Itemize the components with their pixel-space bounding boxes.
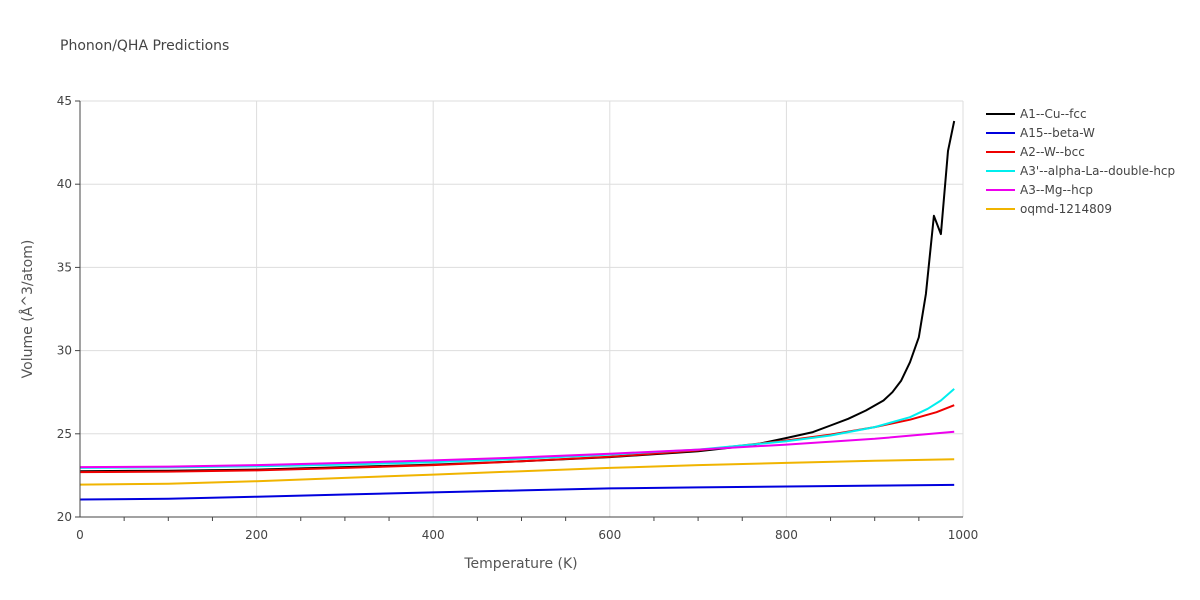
series-line	[79, 483, 955, 501]
y-tick-label: 45	[57, 94, 72, 108]
legend-label: A3'--alpha-La--double-hcp	[1020, 164, 1175, 178]
x-tick-label: 200	[245, 528, 268, 542]
x-tick-label: 0	[76, 528, 84, 542]
legend-label: A1--Cu--fcc	[1020, 107, 1087, 121]
series-line	[79, 404, 955, 474]
y-axis-title: Volume (Å^3/atom)	[19, 240, 36, 379]
legend-label: A2--W--bcc	[1020, 145, 1085, 159]
y-axis: 20 25 30 35 40 45	[57, 94, 81, 524]
legend-label: A15--beta-W	[1020, 126, 1095, 140]
x-tick-label: 600	[598, 528, 621, 542]
y-tick-label: 25	[57, 427, 72, 441]
legend: A1--Cu--fcc A15--beta-W A2--W--bcc A3'--alp…	[986, 107, 1175, 216]
plot-grid	[80, 100, 964, 517]
x-axis: 0 200 400 600 800 1000	[76, 516, 979, 542]
series-line	[79, 458, 955, 486]
series-line	[79, 430, 955, 469]
series-line	[79, 120, 956, 473]
plot-series	[79, 120, 956, 501]
y-tick-label: 40	[57, 177, 72, 191]
x-axis-title: Temperature (K)	[463, 556, 577, 572]
y-tick-label: 35	[57, 260, 72, 274]
y-tick-label: 20	[57, 510, 72, 524]
chart-title: Phonon/QHA Predictions	[60, 38, 229, 54]
x-tick-label: 800	[775, 528, 798, 542]
legend-label: oqmd-1214809	[1020, 202, 1112, 216]
x-tick-label: 400	[422, 528, 445, 542]
x-tick-label: 1000	[948, 528, 979, 542]
y-tick-label: 30	[57, 344, 72, 358]
legend-label: A3--Mg--hcp	[1020, 183, 1093, 197]
